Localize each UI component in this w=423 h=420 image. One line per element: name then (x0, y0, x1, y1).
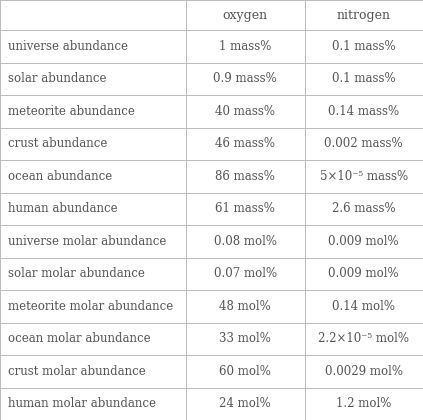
Text: 0.08 mol%: 0.08 mol% (214, 235, 277, 248)
Text: solar molar abundance: solar molar abundance (8, 268, 145, 280)
Text: 1.2 mol%: 1.2 mol% (336, 397, 391, 410)
Text: 0.009 mol%: 0.009 mol% (329, 235, 399, 248)
Text: oxygen: oxygen (223, 9, 268, 21)
Text: 0.07 mol%: 0.07 mol% (214, 268, 277, 280)
Text: 0.1 mass%: 0.1 mass% (332, 73, 396, 85)
Text: 0.009 mol%: 0.009 mol% (329, 268, 399, 280)
Text: ocean molar abundance: ocean molar abundance (8, 332, 150, 345)
Text: 0.14 mass%: 0.14 mass% (328, 105, 399, 118)
Text: 0.9 mass%: 0.9 mass% (214, 73, 277, 85)
Text: 40 mass%: 40 mass% (215, 105, 275, 118)
Text: nitrogen: nitrogen (337, 9, 391, 21)
Text: human molar abundance: human molar abundance (8, 397, 156, 410)
Text: meteorite abundance: meteorite abundance (8, 105, 135, 118)
Text: 24 mol%: 24 mol% (220, 397, 271, 410)
Text: 0.14 mol%: 0.14 mol% (332, 300, 395, 313)
Text: 46 mass%: 46 mass% (215, 137, 275, 150)
Text: 33 mol%: 33 mol% (220, 332, 271, 345)
Text: crust abundance: crust abundance (8, 137, 107, 150)
Text: universe molar abundance: universe molar abundance (8, 235, 166, 248)
Text: 0.0029 mol%: 0.0029 mol% (325, 365, 403, 378)
Text: 0.002 mass%: 0.002 mass% (324, 137, 403, 150)
Text: 5×10⁻⁵ mass%: 5×10⁻⁵ mass% (320, 170, 408, 183)
Text: 48 mol%: 48 mol% (220, 300, 271, 313)
Text: 1 mass%: 1 mass% (219, 40, 272, 53)
Text: 61 mass%: 61 mass% (215, 202, 275, 215)
Text: 2.6 mass%: 2.6 mass% (332, 202, 396, 215)
Text: meteorite molar abundance: meteorite molar abundance (8, 300, 173, 313)
Text: solar abundance: solar abundance (8, 73, 106, 85)
Text: crust molar abundance: crust molar abundance (8, 365, 146, 378)
Text: universe abundance: universe abundance (8, 40, 128, 53)
Text: 60 mol%: 60 mol% (220, 365, 271, 378)
Text: human abundance: human abundance (8, 202, 117, 215)
Text: 86 mass%: 86 mass% (215, 170, 275, 183)
Text: 2.2×10⁻⁵ mol%: 2.2×10⁻⁵ mol% (318, 332, 409, 345)
Text: 0.1 mass%: 0.1 mass% (332, 40, 396, 53)
Text: ocean abundance: ocean abundance (8, 170, 112, 183)
